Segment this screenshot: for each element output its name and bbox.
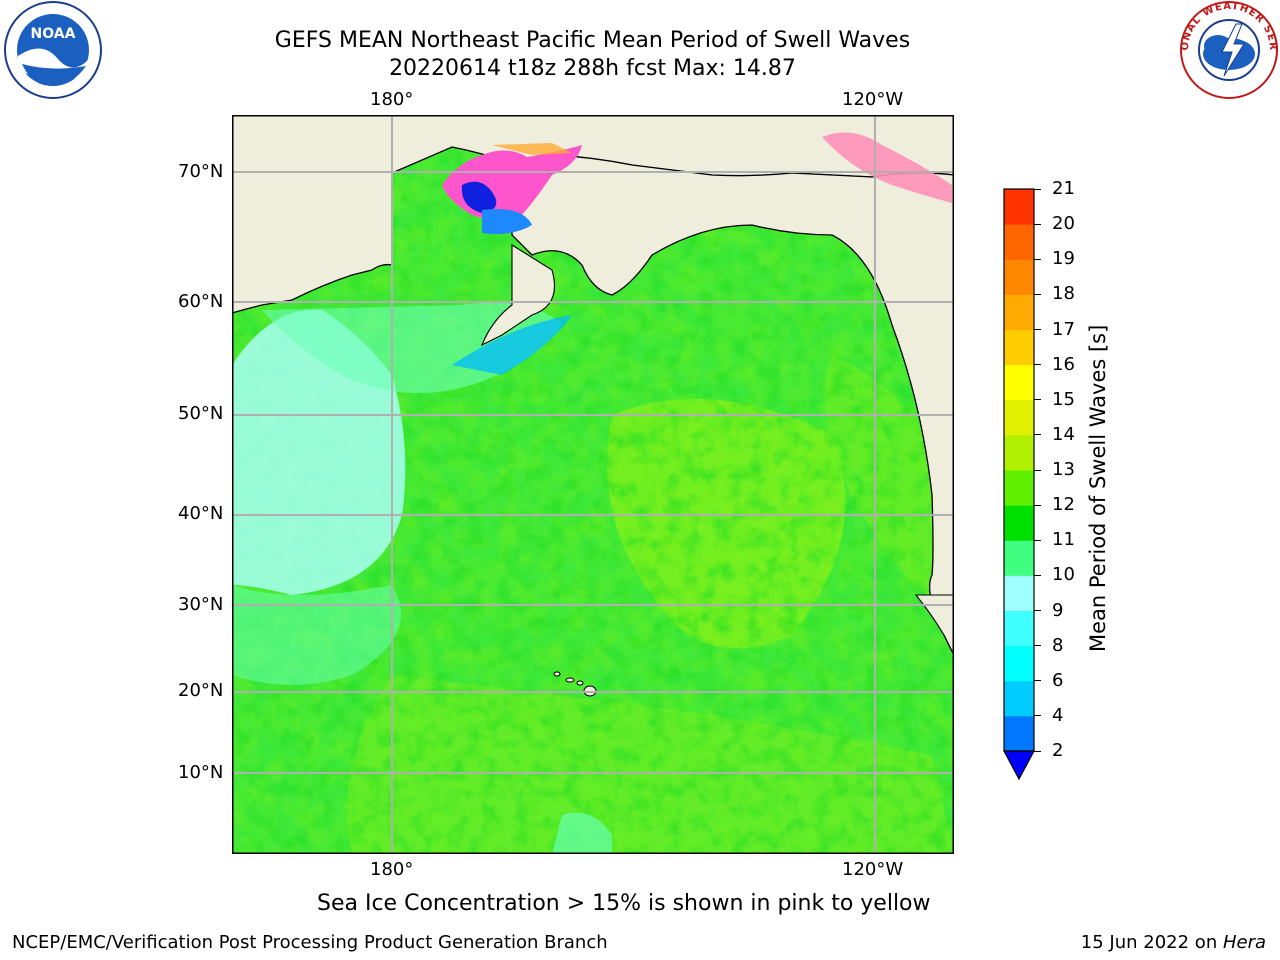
colorbar-segment — [1004, 224, 1034, 260]
cool-region-southwest — [232, 585, 401, 685]
lat-label-30n: 30°N — [178, 594, 224, 615]
lon-label-bottom-120w: 120°W — [842, 859, 904, 880]
colorbar — [1000, 186, 1040, 786]
colorbar-tick-mark — [1034, 539, 1041, 541]
colorbar-segment — [1004, 434, 1034, 471]
colorbar-segment — [1004, 610, 1034, 647]
colorbar-tick-mark — [1034, 645, 1041, 647]
lat-label-20n: 20°N — [178, 680, 224, 701]
noaa-logo: NOAA — [2, 0, 104, 100]
colorbar-tick-mark — [1034, 188, 1041, 190]
lat-label-70n: 70°N — [178, 161, 224, 182]
colorbar-tick-mark — [1034, 715, 1041, 717]
cool-region-bristol — [452, 315, 572, 375]
colorbar-segment — [1004, 399, 1034, 436]
map-panel — [231, 114, 955, 854]
colorbar-segment — [1004, 294, 1034, 330]
sea-ice-edge-yellow — [492, 143, 572, 155]
colorbar-tick-label: 2 — [1052, 740, 1064, 761]
colorbar-tick-label: 21 — [1052, 178, 1075, 199]
colorbar-tick-label: 12 — [1052, 494, 1075, 516]
land-baja — [914, 594, 955, 656]
lon-label-top-120w: 120°W — [842, 89, 904, 110]
cool-patch-south — [552, 812, 612, 854]
colorbar-segment — [1004, 189, 1034, 225]
colorbar-tick-mark — [1034, 293, 1041, 295]
colorbar-segment — [1004, 715, 1034, 752]
colorbar-tick-mark — [1034, 574, 1041, 576]
graticule — [232, 115, 954, 854]
colorbar-tick-label: 20 — [1052, 213, 1075, 235]
colorbar-tick-label: 13 — [1052, 459, 1075, 480]
colorbar-tick-mark — [1034, 504, 1041, 506]
map-svg — [231, 114, 955, 854]
footer-date: 15 Jun 2022 on — [1080, 932, 1223, 953]
colorbar-tick-mark — [1034, 364, 1041, 366]
land-siberia — [231, 114, 393, 314]
lat-label-50n: 50°N — [178, 403, 224, 424]
colorbar-tick-mark — [1034, 258, 1041, 260]
colorbar-tick-mark — [1034, 680, 1041, 682]
lat-label-60n: 60°N — [178, 291, 224, 312]
map-frame — [232, 115, 954, 854]
colorbar-tick-mark — [1034, 750, 1041, 752]
colorbar-tick-mark — [1034, 610, 1041, 611]
sea-ice-caption: Sea Ice Concentration > 15% is shown in … — [317, 891, 931, 916]
colorbar-tick-mark — [1034, 399, 1041, 401]
colorbar-tick-label: 4 — [1052, 704, 1064, 726]
colorbar-tick-label: 14 — [1052, 423, 1075, 445]
colorbar-segment — [1004, 470, 1034, 506]
colorbar-tick-label: 16 — [1052, 353, 1075, 375]
chart-title-line2: 20220614 t18z 288h fcst Max: 14.87 — [389, 56, 796, 81]
colorbar-tick-mark — [1034, 469, 1041, 471]
footer-right: 15 Jun 2022 on Hera — [1081, 932, 1266, 954]
nws-logo: NATIONAL WEATHER SERVICE — [1173, 0, 1280, 100]
lon-label-top-180: 180° — [370, 89, 414, 110]
colorbar-title: Mean Period of Swell Waves [s] — [1086, 324, 1110, 652]
ice-mid-period-blue — [482, 209, 532, 234]
colorbar-segment — [1004, 364, 1034, 401]
colorbar-segment — [1004, 680, 1034, 717]
lon-label-bottom-180: 180° — [370, 859, 414, 880]
lat-label-40n: 40°N — [178, 503, 224, 524]
colorbar-extend-arrow — [1002, 750, 1036, 781]
colorbar-tick-label: 9 — [1052, 599, 1064, 621]
colorbar-tick-label: 10 — [1052, 564, 1075, 586]
colorbar-tick-label: 6 — [1052, 669, 1064, 691]
lat-label-10n: 10°N — [178, 762, 224, 783]
colorbar-segment — [1004, 540, 1034, 576]
colorbar-tick-mark — [1034, 434, 1041, 436]
land-alaska-peninsula — [480, 244, 556, 347]
colorbar-segment — [1004, 329, 1034, 366]
colorbar-svg — [1002, 188, 1036, 781]
colorbar-tick-label: 8 — [1052, 634, 1064, 656]
colorbar-tick-label: 15 — [1052, 388, 1075, 410]
footer-machine: Hera — [1222, 932, 1266, 953]
colorbar-tick-label: 17 — [1052, 318, 1075, 340]
ice-low-period-blue — [461, 181, 497, 213]
footer-left: NCEP/EMC/Verification Post Processing Pr… — [12, 932, 608, 953]
colorbar-segment — [1004, 575, 1034, 611]
colorbar-segment — [1004, 645, 1034, 682]
colorbar-tick-label: 11 — [1052, 529, 1075, 551]
chart-title-line1: GEFS MEAN Northeast Pacific Mean Period … — [274, 28, 911, 53]
colorbar-tick-mark — [1034, 329, 1041, 330]
colorbar-tick-mark — [1034, 223, 1041, 225]
colorbar-tick-label: 18 — [1052, 283, 1075, 305]
sea-ice-beaufort — [822, 132, 952, 203]
colorbar-tick-label: 19 — [1052, 248, 1075, 270]
colorbar-segment — [1004, 505, 1034, 541]
colorbar-segment — [1004, 259, 1034, 295]
land-north-america — [511, 154, 955, 656]
svg-text:NOAA: NOAA — [31, 26, 76, 42]
